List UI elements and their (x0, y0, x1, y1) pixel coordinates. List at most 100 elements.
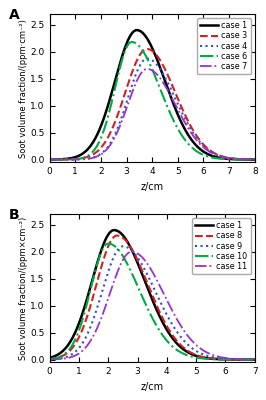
Line: case 3: case 3 (49, 49, 255, 160)
Line: case 8: case 8 (49, 236, 255, 360)
case 11 (130, 249, 133, 254)
case 4 (210, 150, 213, 154)
case 7 (146, 66, 149, 71)
case 1 (247, 357, 250, 362)
case 6 (253, 157, 256, 162)
case 4 (148, 57, 151, 62)
case 9 (253, 357, 256, 362)
case 10 (247, 357, 250, 362)
case 10 (148, 310, 151, 315)
Y-axis label: Soot volume fraction/(ppm×cm⁻²): Soot volume fraction/(ppm×cm⁻²) (19, 216, 28, 360)
case 4 (48, 157, 51, 162)
case 1 (135, 28, 138, 32)
case 11 (59, 357, 62, 362)
case 10 (59, 354, 62, 359)
case 9 (59, 356, 62, 361)
case 4 (146, 56, 149, 61)
case 1 (59, 351, 62, 356)
case 1 (148, 40, 151, 45)
case 1 (210, 356, 213, 361)
case 11 (148, 264, 151, 269)
case 1 (113, 228, 116, 232)
Line: case 10: case 10 (49, 244, 255, 360)
Text: A: A (9, 8, 19, 22)
case 3 (148, 47, 151, 52)
case 1 (142, 276, 146, 281)
case 8 (210, 356, 213, 361)
Line: case 1: case 1 (49, 30, 255, 160)
case 1 (48, 157, 51, 162)
case 3 (146, 46, 149, 51)
case 4 (59, 157, 62, 162)
case 11 (247, 357, 251, 362)
case 3 (142, 48, 146, 52)
case 9 (247, 357, 250, 362)
case 7 (148, 67, 151, 72)
Line: case 6: case 6 (49, 42, 255, 160)
case 6 (48, 157, 51, 162)
case 7 (247, 157, 250, 162)
Line: case 1: case 1 (49, 230, 255, 360)
Line: case 7: case 7 (49, 69, 255, 160)
case 9 (48, 357, 51, 362)
case 1 (48, 356, 51, 360)
case 6 (247, 157, 250, 162)
case 1 (142, 32, 146, 37)
case 10 (253, 357, 256, 362)
case 1 (148, 290, 151, 295)
case 6 (59, 157, 62, 162)
case 3 (210, 149, 213, 154)
case 6 (247, 157, 251, 162)
case 10 (247, 357, 251, 362)
case 9 (247, 357, 251, 362)
Legend: case 1, case 8, case 9, case 10, case 11: case 1, case 8, case 9, case 10, case 11 (192, 218, 251, 274)
case 1 (210, 153, 213, 158)
case 9 (148, 276, 151, 281)
case 11 (247, 357, 250, 362)
case 6 (148, 61, 151, 66)
case 8 (59, 354, 62, 359)
case 10 (107, 241, 110, 246)
case 8 (115, 233, 119, 238)
case 3 (253, 157, 256, 162)
case 9 (121, 244, 124, 249)
case 10 (210, 357, 213, 362)
case 11 (210, 352, 213, 357)
case 3 (247, 157, 251, 162)
case 7 (142, 68, 146, 72)
case 1 (59, 157, 62, 162)
Y-axis label: Soot volume fraction/(ppm·cm⁻²): Soot volume fraction/(ppm·cm⁻²) (19, 19, 28, 158)
case 1 (247, 157, 250, 162)
case 9 (142, 266, 146, 271)
X-axis label: z/cm: z/cm (141, 182, 164, 192)
case 3 (247, 157, 250, 162)
case 8 (148, 286, 151, 291)
case 3 (48, 157, 51, 162)
case 8 (142, 273, 146, 278)
case 10 (48, 357, 51, 362)
case 11 (142, 257, 146, 262)
case 10 (142, 298, 146, 303)
case 3 (59, 157, 62, 162)
Line: case 4: case 4 (49, 59, 255, 160)
case 6 (130, 40, 133, 44)
case 4 (247, 157, 250, 162)
case 1 (247, 357, 251, 362)
Text: B: B (9, 208, 19, 222)
case 1 (247, 157, 251, 162)
case 1 (253, 157, 256, 162)
case 7 (247, 157, 251, 162)
case 7 (253, 157, 256, 162)
case 11 (253, 357, 256, 362)
Line: case 11: case 11 (49, 252, 255, 360)
case 9 (210, 354, 213, 359)
case 1 (253, 357, 256, 362)
case 11 (48, 357, 51, 362)
case 6 (142, 50, 146, 55)
case 8 (247, 357, 250, 362)
X-axis label: z/cm: z/cm (141, 382, 164, 392)
case 8 (247, 357, 251, 362)
case 8 (253, 357, 256, 362)
case 4 (253, 157, 256, 162)
case 7 (210, 150, 213, 155)
